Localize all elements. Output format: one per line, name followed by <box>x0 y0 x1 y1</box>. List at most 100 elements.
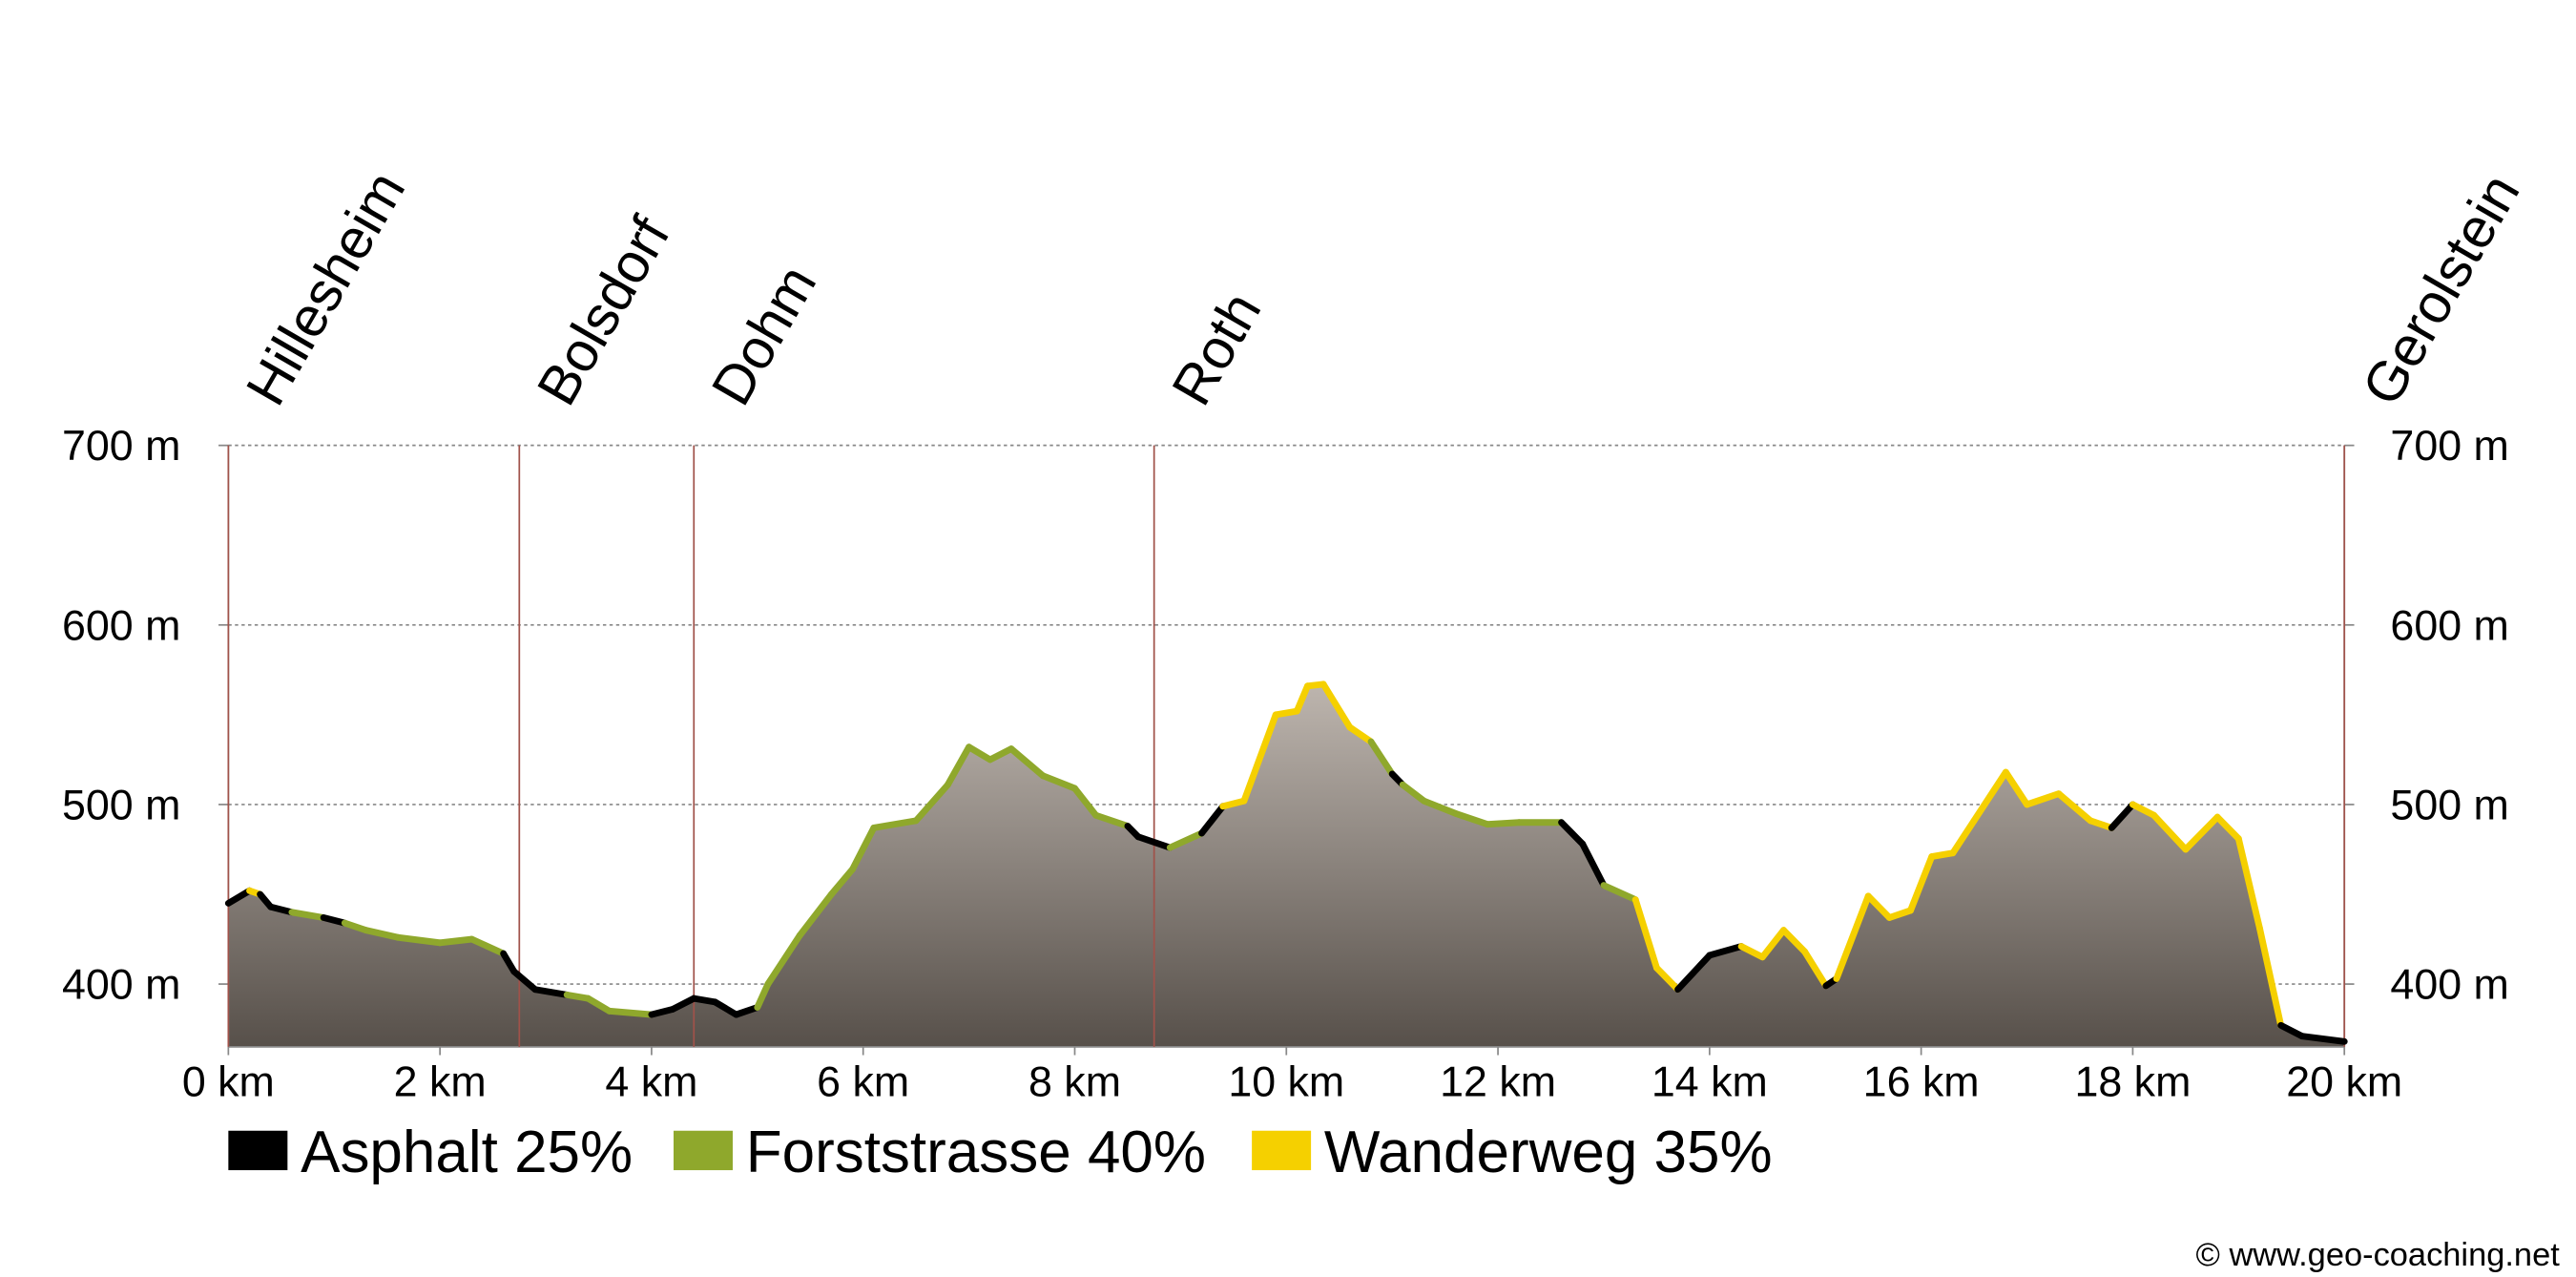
x-tick-label: 18 km <box>2074 1058 2191 1106</box>
surface-segment <box>944 743 973 788</box>
y-tick-label: 700 m <box>62 422 180 470</box>
surface-segment <box>1071 785 1100 819</box>
surface-segment <box>966 743 994 764</box>
surface-segment <box>1240 711 1279 805</box>
x-tick-label: 12 km <box>1440 1058 1556 1106</box>
y2-tick-label: 600 m <box>2390 601 2508 649</box>
surface-segment <box>912 781 951 825</box>
legend-swatch <box>228 1130 288 1171</box>
surface-segment <box>2150 811 2190 853</box>
surface-segment <box>648 1005 676 1018</box>
surface-segment <box>2002 768 2030 808</box>
surface-segment <box>2234 835 2263 932</box>
surface-segment <box>1949 817 1978 857</box>
surface-segment <box>1674 952 1714 994</box>
surface-segment <box>1134 833 1174 851</box>
surface-segment <box>1198 803 1227 837</box>
surface-segment <box>1219 797 1248 810</box>
surface-segment <box>1452 809 1491 828</box>
surface-segment <box>510 968 539 994</box>
place-label: Roth <box>1160 283 1273 416</box>
surface-segment <box>500 950 518 975</box>
surface-segment <box>467 935 508 957</box>
y2-tick-label: 500 m <box>2390 781 2508 828</box>
y-tick-label: 400 m <box>62 961 180 1009</box>
legend-swatch <box>1252 1130 1312 1171</box>
surface-segment <box>1652 964 1682 994</box>
surface-segment <box>1008 745 1047 780</box>
surface-segment <box>1758 927 1787 961</box>
x-tick-label: 2 km <box>394 1058 487 1106</box>
surface-segment <box>1579 840 1608 890</box>
surface-segment <box>1319 680 1354 731</box>
surface-segment <box>2213 813 2242 843</box>
surface-segment <box>394 933 444 947</box>
surface-segment <box>224 887 253 907</box>
surface-segment <box>2087 817 2115 831</box>
place-label: Hillesheim <box>235 161 417 415</box>
surface-segment <box>1631 896 1660 972</box>
surface-segment <box>1780 927 1809 955</box>
surface-segment <box>1928 849 1957 860</box>
surface-segment <box>1907 853 1936 914</box>
surface-segment <box>436 935 475 947</box>
surface-segment <box>827 866 857 898</box>
surface-segment <box>1420 797 1460 817</box>
surface-segment <box>2298 1033 2348 1045</box>
x-tick-label: 10 km <box>1228 1058 1344 1106</box>
surface-segment <box>1885 907 1914 921</box>
surface-segment <box>531 986 571 998</box>
surface-segment <box>796 890 835 939</box>
surface-segment <box>1293 682 1311 715</box>
surface-segment <box>584 994 613 1015</box>
surface-segment <box>2129 801 2158 819</box>
surface-segment <box>1399 781 1427 805</box>
y-tick-label: 600 m <box>62 601 180 649</box>
legend-label: Wanderweg 35% <box>1324 1120 1773 1185</box>
x-tick-label: 0 km <box>182 1058 275 1106</box>
x-tick-label: 14 km <box>1652 1058 1768 1106</box>
x-tick-label: 16 km <box>1863 1058 1980 1106</box>
terrain-area <box>228 683 2345 1047</box>
surface-segment <box>320 914 348 927</box>
surface-segment <box>690 994 718 1006</box>
surface-segment <box>1833 892 1872 982</box>
place-label: Gerolstein <box>2351 164 2532 416</box>
legend-swatch <box>673 1130 733 1171</box>
surface-segment <box>1558 819 1587 848</box>
surface-segment <box>1092 811 1132 829</box>
x-tick-label: 20 km <box>2286 1058 2402 1106</box>
surface-segment <box>1864 892 1893 921</box>
surface-segment <box>341 919 369 934</box>
y-tick-label: 500 m <box>62 781 180 828</box>
x-tick-label: 8 km <box>1028 1058 1121 1106</box>
y2-tick-label: 700 m <box>2390 422 2508 470</box>
surface-segment <box>2182 813 2221 853</box>
surface-segment <box>1737 943 1766 961</box>
surface-segment <box>606 1007 655 1018</box>
y2-tick-label: 400 m <box>2390 961 2508 1009</box>
surface-segment <box>363 927 402 941</box>
surface-segment <box>1039 772 1078 792</box>
place-label: Bolsdorf <box>526 206 682 415</box>
surface-segment <box>754 980 772 1011</box>
surface-segment <box>733 1004 761 1018</box>
x-tick-label: 4 km <box>605 1058 697 1106</box>
surface-segment <box>987 745 1015 764</box>
surface-segment <box>288 909 327 921</box>
surface-segment <box>2256 925 2285 1029</box>
surface-segment <box>1801 948 1830 990</box>
surface-segment <box>563 991 592 1002</box>
surface-segment <box>764 932 803 988</box>
surface-segment <box>1600 882 1639 904</box>
legend-label: Asphalt 25% <box>301 1120 633 1185</box>
surface-segment <box>267 903 296 916</box>
credit: © www.geo-coaching.net <box>2196 1237 2561 1273</box>
surface-segment <box>1970 768 2009 825</box>
surface-segment <box>2108 801 2136 831</box>
surface-segment <box>849 824 878 873</box>
surface-segment <box>1484 819 1523 828</box>
surface-segment <box>1346 723 1375 745</box>
surface-segment <box>712 998 740 1018</box>
